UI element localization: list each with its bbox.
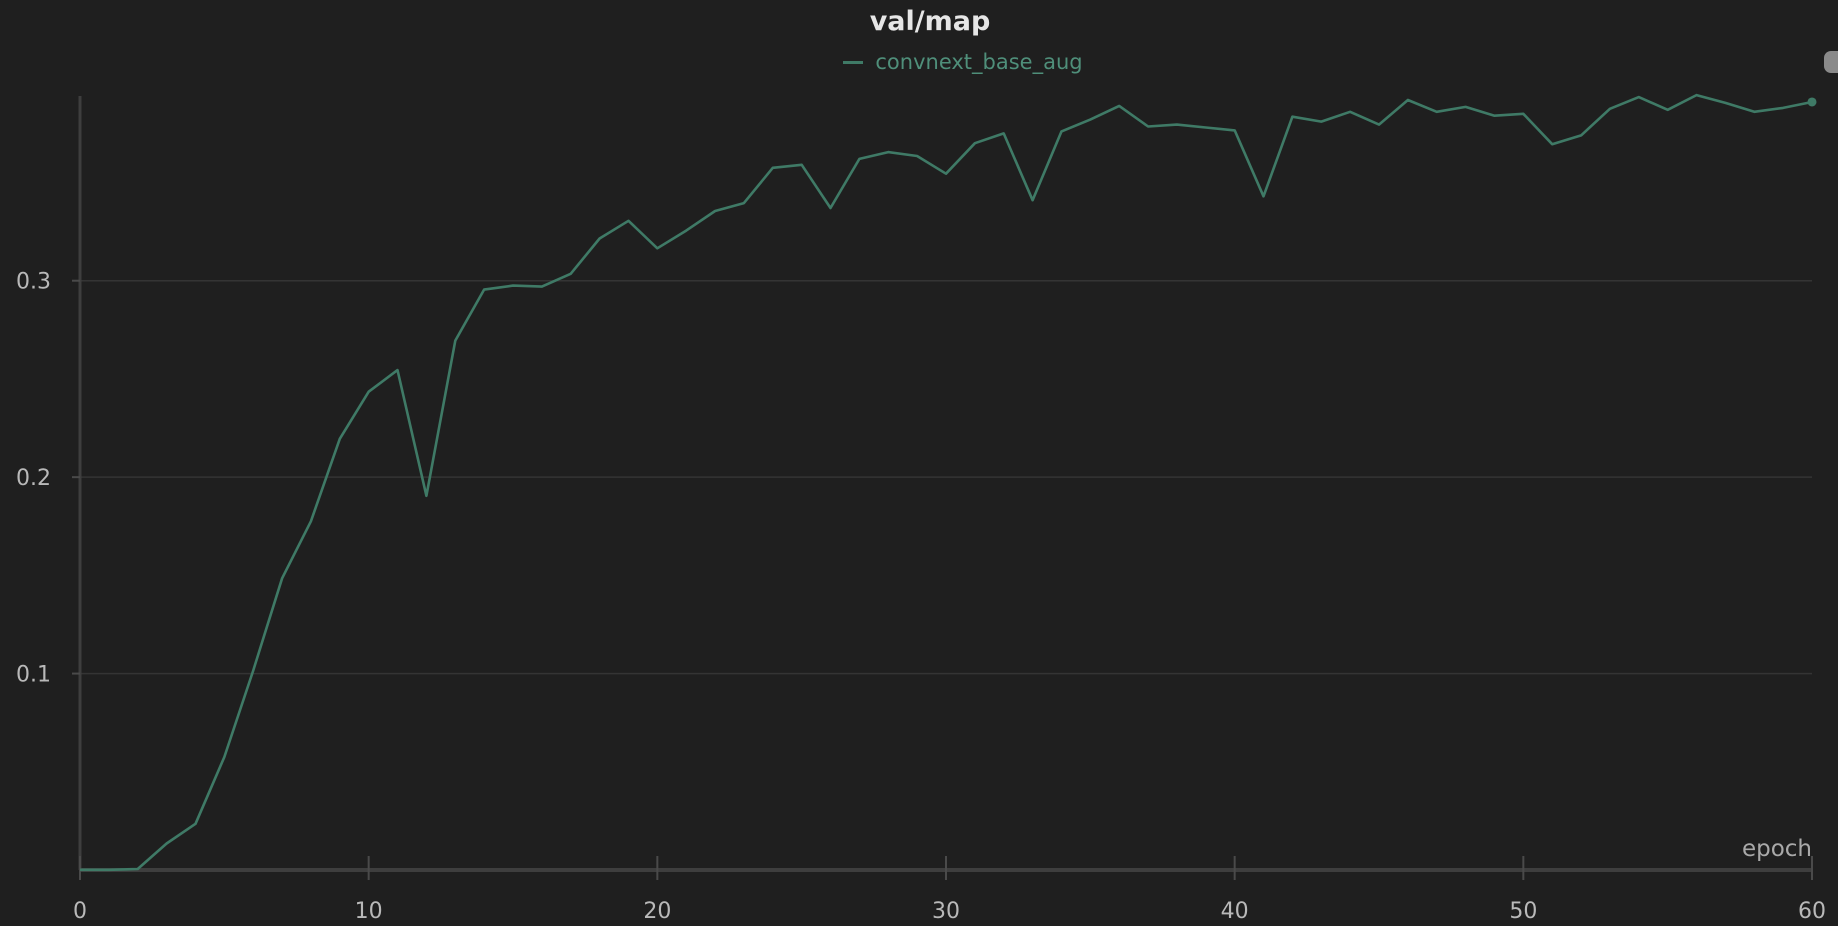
legend-label: convnext_base_aug bbox=[875, 50, 1083, 74]
data-point[interactable] bbox=[1025, 192, 1041, 208]
data-point[interactable] bbox=[736, 195, 752, 211]
data-point[interactable] bbox=[390, 362, 406, 378]
data-point[interactable] bbox=[1544, 136, 1560, 152]
data-point[interactable] bbox=[1458, 99, 1474, 115]
data-point[interactable] bbox=[361, 384, 377, 400]
data-point[interactable] bbox=[620, 213, 636, 229]
data-point[interactable] bbox=[245, 663, 261, 679]
data-point[interactable] bbox=[159, 835, 175, 851]
axes bbox=[78, 96, 1812, 872]
data-point[interactable] bbox=[1140, 119, 1156, 135]
x-tick-label: 40 bbox=[1221, 899, 1249, 924]
data-point[interactable] bbox=[1256, 188, 1272, 204]
data-point[interactable] bbox=[1371, 117, 1387, 133]
data-point[interactable] bbox=[851, 151, 867, 167]
data-point[interactable] bbox=[592, 230, 608, 246]
x-tick-label: 30 bbox=[932, 899, 960, 924]
chart-title: val/map bbox=[869, 6, 991, 37]
data-point[interactable] bbox=[1053, 123, 1069, 139]
legend: convnext_base_aug bbox=[0, 50, 1838, 74]
data-point[interactable] bbox=[1400, 92, 1416, 108]
data-point[interactable] bbox=[476, 282, 492, 298]
series-layer bbox=[72, 87, 1817, 878]
data-point[interactable] bbox=[1313, 114, 1329, 130]
series-line bbox=[80, 93, 1813, 872]
data-point[interactable] bbox=[1717, 95, 1733, 111]
data-point[interactable] bbox=[823, 200, 839, 216]
data-point[interactable] bbox=[1602, 101, 1618, 117]
data-point[interactable] bbox=[794, 157, 810, 173]
grid-lines bbox=[80, 279, 1812, 675]
data-point[interactable] bbox=[880, 144, 896, 160]
data-point[interactable] bbox=[967, 135, 983, 151]
data-point[interactable] bbox=[72, 862, 88, 878]
series-end-marker bbox=[1807, 97, 1817, 107]
data-point[interactable] bbox=[1429, 104, 1445, 120]
data-point[interactable] bbox=[765, 160, 781, 176]
y-tick-label: 0.1 bbox=[16, 663, 51, 688]
legend-scroll-handle[interactable] bbox=[1824, 51, 1838, 73]
data-point[interactable] bbox=[187, 816, 203, 832]
data-point[interactable] bbox=[101, 862, 117, 878]
data-point[interactable] bbox=[216, 749, 232, 765]
data-point[interactable] bbox=[1573, 127, 1589, 143]
data-point[interactable] bbox=[1284, 109, 1300, 125]
data-point[interactable] bbox=[1486, 108, 1502, 124]
data-point[interactable] bbox=[1746, 104, 1762, 120]
data-point[interactable] bbox=[447, 333, 463, 349]
legend-swatch-icon bbox=[843, 60, 864, 64]
x-tick-label: 0 bbox=[73, 899, 87, 924]
data-point[interactable] bbox=[1689, 87, 1705, 103]
data-point[interactable] bbox=[1111, 98, 1127, 114]
y-tick-label: 0.2 bbox=[16, 466, 51, 491]
x-tick-label: 10 bbox=[355, 899, 383, 924]
data-point[interactable] bbox=[1227, 122, 1243, 138]
data-point[interactable] bbox=[1631, 89, 1647, 105]
data-point[interactable] bbox=[1515, 106, 1531, 122]
data-point[interactable] bbox=[130, 861, 146, 877]
data-point[interactable] bbox=[1198, 120, 1214, 136]
data-point[interactable] bbox=[303, 513, 319, 529]
data-point[interactable] bbox=[1660, 102, 1676, 118]
data-point[interactable] bbox=[909, 148, 925, 164]
y-tick-label: 0.3 bbox=[16, 270, 51, 295]
data-point[interactable] bbox=[563, 266, 579, 282]
data-point[interactable] bbox=[996, 125, 1012, 141]
x-axis-title: epoch bbox=[1742, 836, 1812, 862]
data-point[interactable] bbox=[274, 570, 290, 586]
data-point[interactable] bbox=[938, 166, 954, 182]
x-ticks: 0 10 20 30 40 50 60 bbox=[73, 856, 1826, 924]
data-point[interactable] bbox=[1082, 112, 1098, 128]
data-point[interactable] bbox=[1775, 100, 1791, 116]
data-point[interactable] bbox=[534, 279, 550, 295]
x-tick-label: 50 bbox=[1509, 899, 1537, 924]
data-point[interactable] bbox=[649, 240, 665, 256]
data-point[interactable] bbox=[707, 203, 723, 219]
data-point[interactable] bbox=[678, 223, 694, 239]
data-point[interactable] bbox=[1169, 117, 1185, 133]
data-point[interactable] bbox=[1342, 104, 1358, 120]
data-point[interactable] bbox=[418, 488, 434, 504]
data-point[interactable] bbox=[332, 431, 348, 447]
x-tick-label: 60 bbox=[1798, 899, 1826, 924]
data-point[interactable] bbox=[505, 278, 521, 294]
x-tick-label: 20 bbox=[643, 899, 671, 924]
y-ticks: 0.1 0.2 0.3 bbox=[16, 270, 80, 688]
